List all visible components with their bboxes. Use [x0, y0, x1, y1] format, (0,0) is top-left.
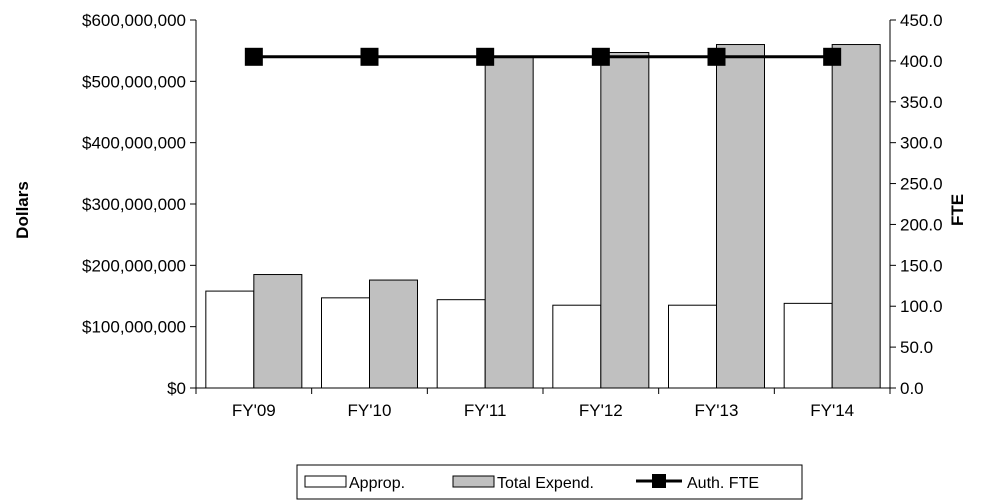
- bar-total-expend-0: [253, 274, 303, 389]
- bar-approp-0: [205, 290, 255, 389]
- bar-approp-4: [668, 304, 717, 389]
- y2-tick-label: 200.0: [900, 215, 943, 234]
- y-tick-label: $300,000,000: [82, 195, 186, 214]
- bar-total-expend-2: [484, 56, 534, 389]
- legend-marker-auth-fte: [652, 474, 666, 488]
- y2-tick-label: 150.0: [900, 256, 943, 275]
- legend-swatch-approp: [304, 475, 347, 488]
- y2-tick-label: 350.0: [900, 93, 943, 112]
- y-tick-label: $0: [167, 379, 186, 398]
- legend: Approp. Total Expend. Auth. FTE: [296, 464, 803, 500]
- legend-label-approp: Approp.: [349, 475, 405, 492]
- axes: [190, 19, 896, 394]
- auth-fte-marker-0: [244, 47, 263, 66]
- bars: [205, 44, 881, 389]
- y-tick-label: $500,000,000: [82, 72, 186, 91]
- y-tick-label: $200,000,000: [82, 256, 186, 275]
- x-tick-label: FY'12: [579, 401, 623, 420]
- y2-axis-title: FTE: [948, 194, 967, 226]
- x-tick-label: FY'09: [232, 401, 276, 420]
- y-tick-label: $600,000,000: [82, 11, 186, 30]
- legend-label-auth-fte: Auth. FTE: [687, 475, 759, 492]
- bar-total-expend-1: [369, 279, 418, 389]
- y-axis-title: Dollars: [13, 181, 32, 239]
- y-tick-label: $400,000,000: [82, 134, 186, 153]
- x-tick-label: FY'11: [464, 401, 507, 420]
- legend-box: [296, 464, 803, 500]
- y2-tick-label: 250.0: [900, 175, 943, 194]
- auth-fte-marker-4: [707, 47, 726, 66]
- bar-approp-1: [321, 297, 370, 389]
- y-tick-label: $100,000,000: [82, 318, 186, 337]
- y2-tick-label: 0.0: [900, 379, 924, 398]
- y2-tick-label: 100.0: [900, 297, 943, 316]
- auth-fte-marker-5: [823, 47, 842, 66]
- bar-approp-3: [552, 304, 602, 389]
- auth-fte-marker-2: [476, 47, 495, 66]
- bar-total-expend-5: [831, 44, 881, 389]
- fte-line: [244, 47, 842, 66]
- x-tick-label: FY'10: [348, 401, 392, 420]
- y2-tick-label: 300.0: [900, 134, 943, 153]
- legend-label-total-expend: Total Expend.: [497, 475, 594, 492]
- auth-fte-marker-3: [591, 47, 610, 66]
- y2-tick-label: 400.0: [900, 52, 943, 71]
- x-tick-label: FY'13: [695, 401, 739, 420]
- x-tick-label: FY'14: [810, 401, 854, 420]
- bar-total-expend-4: [716, 44, 765, 389]
- tick-labels: $0 $100,000,000 $200,000,000 $300,000,000 $4…: [82, 11, 943, 420]
- bar-total-expend-3: [600, 52, 650, 389]
- y2-tick-label: 450.0: [900, 11, 943, 30]
- auth-fte-marker-1: [360, 47, 379, 66]
- bar-approp-2: [436, 299, 486, 389]
- bar-approp-5: [783, 302, 833, 389]
- y2-tick-label: 50.0: [900, 338, 933, 357]
- legend-swatch-total-expend: [452, 475, 495, 488]
